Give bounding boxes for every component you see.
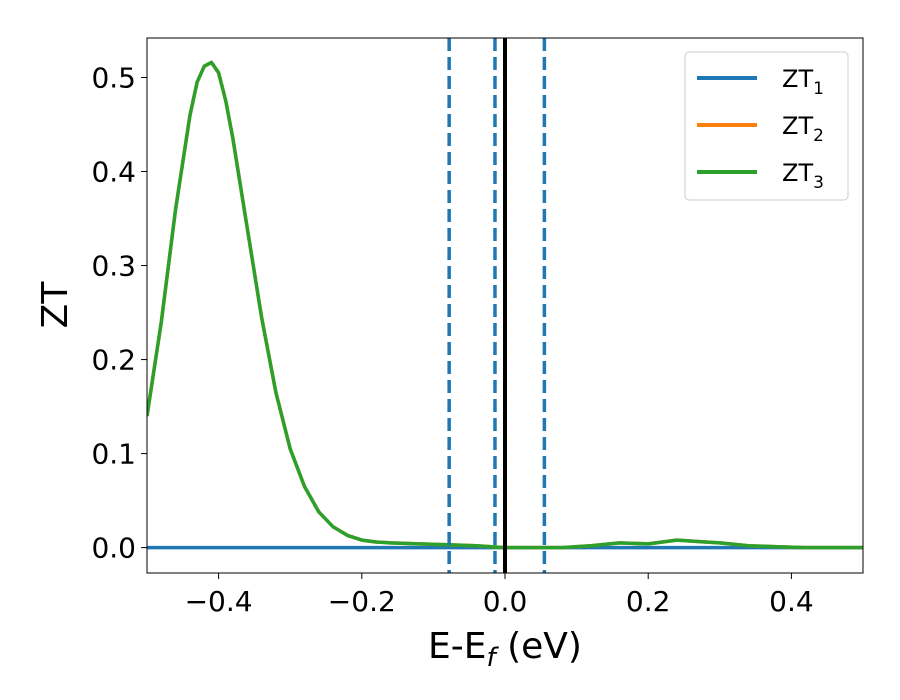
y-tick-label: 0.4: [91, 156, 136, 189]
x-axis-label-main: E-E: [428, 626, 486, 667]
y-tick-label: 0.1: [91, 438, 136, 471]
legend-label: ZT2: [782, 112, 824, 146]
y-axis-label: ZT: [35, 281, 76, 329]
x-tick-label: 0.2: [626, 585, 671, 618]
x-tick-label: 0.0: [483, 585, 528, 618]
legend-label: ZT1: [782, 65, 824, 99]
x-tick-label: −0.2: [328, 585, 396, 618]
y-tick-label: 0.3: [91, 250, 136, 283]
x-tick-label: 0.4: [769, 585, 814, 618]
y-tick-label: 0.5: [91, 61, 136, 94]
legend-box: [684, 51, 849, 201]
series-line-zt3: [147, 60, 863, 550]
x-axis-label-unit: (eV): [496, 626, 582, 667]
y-tick-label: 0.0: [91, 532, 136, 565]
y-tick-label: 0.2: [91, 344, 136, 377]
x-axis-label: E-Ef (eV): [428, 626, 582, 673]
legend-label: ZT3: [782, 159, 824, 193]
legend: ZT1 ZT2 ZT3: [684, 51, 849, 201]
x-tick-label: −0.4: [185, 585, 253, 618]
